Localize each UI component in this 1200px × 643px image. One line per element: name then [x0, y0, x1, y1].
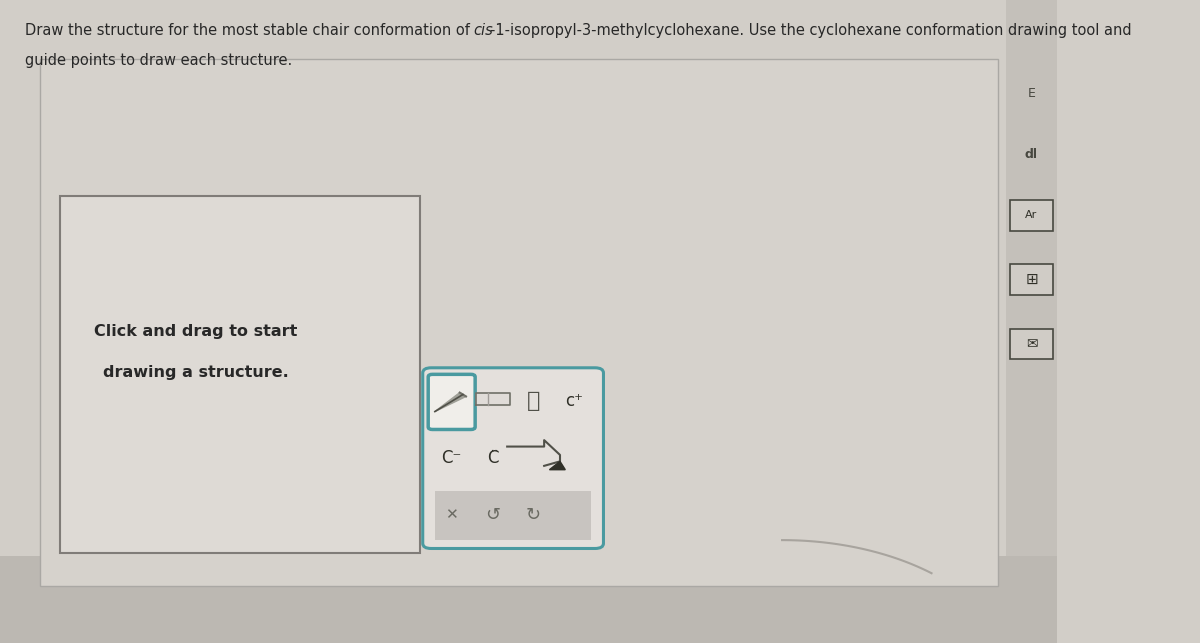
- Polygon shape: [550, 462, 565, 469]
- Text: C̈: C̈: [487, 449, 498, 467]
- Bar: [1006, 0, 1057, 556]
- FancyBboxPatch shape: [428, 374, 475, 430]
- FancyBboxPatch shape: [1010, 264, 1052, 295]
- Polygon shape: [434, 393, 466, 412]
- Text: dl: dl: [1025, 148, 1038, 161]
- Text: cis: cis: [474, 23, 493, 37]
- FancyBboxPatch shape: [436, 491, 590, 540]
- Text: ↻: ↻: [526, 506, 541, 524]
- FancyBboxPatch shape: [422, 368, 604, 548]
- Text: C⁻: C⁻: [442, 449, 462, 467]
- Text: ✉: ✉: [1026, 337, 1037, 351]
- FancyBboxPatch shape: [1010, 200, 1052, 231]
- Text: guide points to draw each structure.: guide points to draw each structure.: [25, 53, 293, 68]
- Text: ✋: ✋: [527, 392, 540, 412]
- Text: drawing a structure.: drawing a structure.: [103, 365, 288, 381]
- Text: c⁺: c⁺: [565, 392, 583, 410]
- Bar: [0, 0, 1057, 556]
- Text: Ar: Ar: [1025, 210, 1038, 221]
- Text: Draw the structure for the most stable chair conformation of: Draw the structure for the most stable c…: [25, 23, 475, 37]
- Bar: [40, 59, 997, 586]
- Text: -1-isopropyl-3-methylcyclohexane. Use the cyclohexane conformation drawing tool : -1-isopropyl-3-methylcyclohexane. Use th…: [491, 23, 1132, 37]
- Bar: [60, 196, 420, 553]
- Text: E: E: [1027, 87, 1036, 100]
- Polygon shape: [475, 394, 510, 405]
- Text: ↺: ↺: [485, 506, 500, 524]
- Text: ⊞: ⊞: [1025, 272, 1038, 287]
- Bar: [0, 556, 1057, 643]
- FancyBboxPatch shape: [1010, 329, 1052, 359]
- Text: ✕: ✕: [445, 507, 458, 522]
- Text: Click and drag to start: Click and drag to start: [94, 323, 298, 339]
